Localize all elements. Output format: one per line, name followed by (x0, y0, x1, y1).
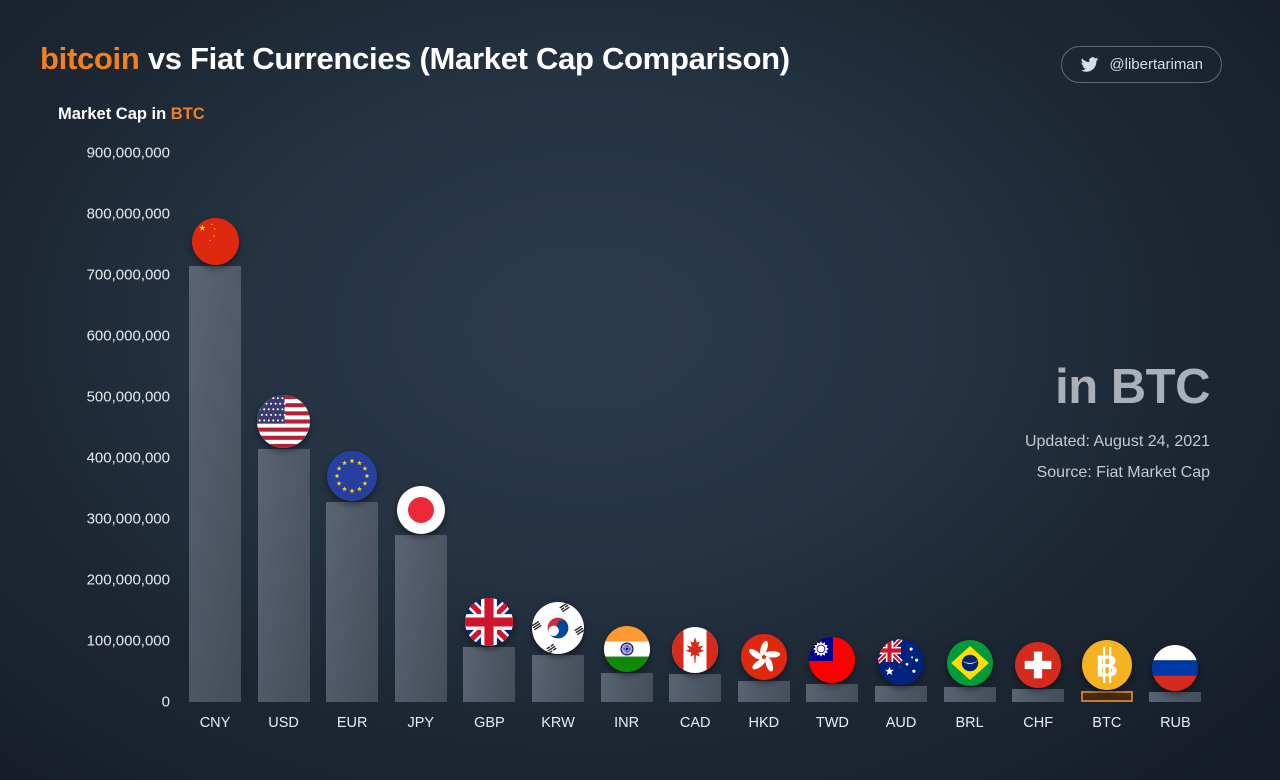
bar-btc (1080, 690, 1133, 702)
x-axis-label-twd: TWD (815, 715, 849, 731)
x-axis-label-inr: INR (614, 715, 640, 731)
flag-china-icon (191, 217, 239, 265)
axis-title-unit: BTC (170, 105, 205, 123)
flag-south-korea-icon (532, 602, 584, 655)
y-axis-tick-label: 0 (161, 693, 170, 711)
y-axis-tick-label: 400,000,000 (86, 449, 170, 467)
y-axis-tick-label: 800,000,000 (86, 205, 170, 223)
flag-canada-icon (672, 626, 719, 673)
bar-brl (943, 686, 996, 702)
y-axis-tick-label: 500,000,000 (86, 388, 170, 406)
bar-chf (1012, 688, 1065, 702)
bar-krw (532, 655, 584, 702)
axis-title: Market Cap in BTC (58, 105, 205, 124)
twitter-handle-badge[interactable]: @libertariman (1061, 46, 1222, 83)
flag-uk-icon (465, 598, 514, 647)
bar-twd (806, 683, 859, 702)
watermark-updated: Updated: August 24, 2021 (1024, 433, 1210, 451)
y-axis-tick-label: 100,000,000 (86, 632, 170, 650)
x-axis-label-btc: BTC (1092, 715, 1122, 731)
flag-brazil-icon (946, 639, 993, 686)
watermark-block: in BTC Updated: August 24, 2021 Source: … (1024, 360, 1211, 482)
y-axis-tick-label: 300,000,000 (86, 510, 170, 528)
bar-cny (189, 265, 241, 702)
y-axis-tick-label: 700,000,000 (86, 266, 170, 284)
bar-gbp (463, 647, 516, 702)
bar-usd (257, 448, 310, 702)
twitter-bird-icon (1080, 55, 1099, 74)
x-axis-label-usd: USD (268, 715, 299, 731)
bar-jpy (394, 534, 447, 702)
bar-eur (326, 501, 379, 702)
y-axis: 0 100,000,000 200,000,000 300,000,000 400,00… (0, 0, 170, 780)
y-axis-tick-label: 900,000,000 (86, 144, 170, 162)
flag-india-icon (603, 625, 650, 672)
bar-inr (600, 672, 653, 702)
bar-aud (875, 685, 927, 702)
flag-australia-icon (878, 638, 924, 685)
watermark-source: Source: Fiat Market Cap (1036, 464, 1210, 482)
flag-switzerland-icon (1015, 641, 1062, 688)
x-axis-label-cad: CAD (679, 715, 711, 731)
y-axis-tick-label: 600,000,000 (86, 327, 170, 345)
x-axis-label-rub: RUB (1160, 715, 1191, 731)
flag-russia-icon (1152, 644, 1199, 691)
twitter-handle-text: @libertariman (1109, 56, 1203, 73)
x-axis-label-aud: AUD (885, 715, 917, 731)
bar-cad (669, 673, 722, 702)
x-axis-label-chf: CHF (1023, 715, 1054, 731)
x-axis-label-brl: BRL (955, 715, 984, 731)
flag-hong-kong-icon (740, 634, 787, 681)
x-axis-label-eur: EUR (336, 715, 368, 731)
x-axis-label-cny: CNY (199, 715, 231, 731)
flag-taiwan-icon (809, 636, 856, 683)
x-axis-label-gbp: GBP (474, 715, 505, 731)
x-axis-label-hkd: HKD (748, 715, 780, 731)
page-title: bitcoin vs Fiat Currencies (Market Cap C… (40, 41, 790, 77)
coin-bitcoin-icon: B (1081, 639, 1132, 690)
flag-eu-icon (327, 450, 378, 501)
bar-rub (1149, 691, 1202, 702)
x-axis-label-krw: KRW (541, 715, 575, 731)
watermark-title: in BTC (1055, 360, 1210, 414)
flag-japan-icon (396, 485, 445, 534)
x-axis-label-jpy: JPY (407, 715, 435, 731)
title-rest: vs Fiat Currencies (Market Cap Compariso… (139, 41, 790, 76)
y-axis-tick-label: 200,000,000 (86, 571, 170, 589)
title-brand-word: bitcoin (40, 41, 140, 76)
flag-usa-icon (257, 394, 311, 448)
svg-text:B: B (1096, 648, 1118, 683)
axis-title-prefix: Market Cap in (58, 105, 171, 123)
bar-hkd (737, 681, 790, 702)
